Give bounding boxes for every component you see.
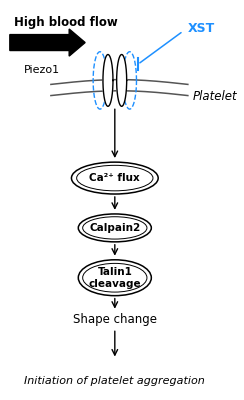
Ellipse shape <box>78 260 151 296</box>
Text: Piezo1: Piezo1 <box>24 66 60 76</box>
Polygon shape <box>103 54 113 106</box>
Text: Ca²⁺ flux: Ca²⁺ flux <box>90 173 140 183</box>
Text: Initiation of platelet aggregation: Initiation of platelet aggregation <box>24 376 205 386</box>
Ellipse shape <box>71 162 158 194</box>
Text: Calpain2: Calpain2 <box>89 223 141 233</box>
Text: Platelet: Platelet <box>193 90 237 103</box>
FancyArrow shape <box>10 29 85 56</box>
Text: High blood flow: High blood flow <box>14 16 118 29</box>
Text: Talin1
cleavage: Talin1 cleavage <box>89 267 141 288</box>
Text: XST: XST <box>188 22 215 35</box>
Text: Shape change: Shape change <box>73 313 157 326</box>
Ellipse shape <box>78 214 151 242</box>
Polygon shape <box>117 54 127 106</box>
